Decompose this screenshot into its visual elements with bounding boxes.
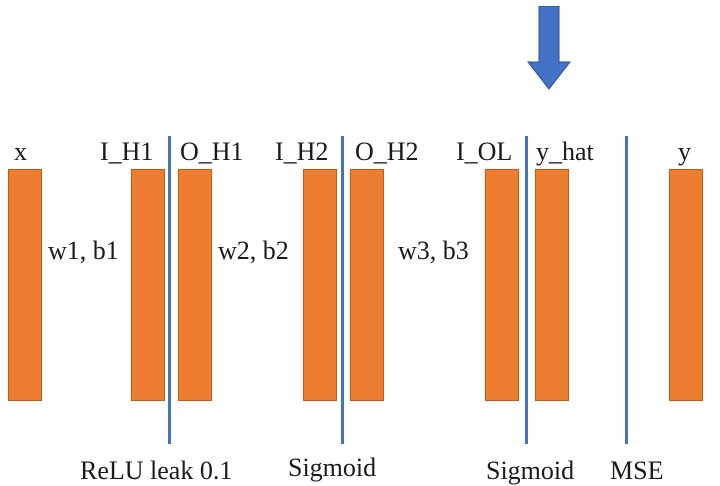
loss-label: MSE (610, 456, 664, 485)
loss-divider (625, 136, 628, 444)
layer-bar-o-h2 (350, 169, 384, 401)
layer-bar-y-hat (535, 169, 569, 401)
layer-bar-x (8, 169, 42, 401)
layer-label-o-h2: O_H2 (355, 137, 419, 166)
layer-label-y-hat: y_hat (536, 137, 594, 166)
down-arrow-icon (527, 6, 571, 90)
layer-label-y: y (678, 137, 691, 166)
layer-label-i-ol: I_OL (456, 137, 513, 166)
layer-bar-i-ol (485, 169, 519, 401)
weights-label-1: w1, b1 (48, 236, 119, 265)
activation-label-1: ReLU leak 0.1 (80, 456, 233, 485)
layer-bar-o-h1 (178, 169, 212, 401)
activation-label-3: Sigmoid (486, 456, 575, 485)
activation-label-2: Sigmoid (288, 453, 377, 482)
weights-label-3: w3, b3 (398, 236, 469, 265)
activation-divider-3 (525, 136, 528, 444)
layer-label-i-h1: I_H1 (100, 137, 154, 166)
layer-bar-y (669, 169, 703, 401)
layer-bar-i-h2 (303, 169, 337, 401)
layer-label-i-h2: I_H2 (275, 137, 329, 166)
activation-divider-2 (341, 136, 344, 444)
weights-label-2: w2, b2 (218, 236, 289, 265)
layer-bar-i-h1 (131, 169, 165, 401)
activation-divider-1 (168, 136, 171, 444)
layer-label-o-h1: O_H1 (180, 137, 244, 166)
layer-label-x: x (14, 137, 27, 166)
